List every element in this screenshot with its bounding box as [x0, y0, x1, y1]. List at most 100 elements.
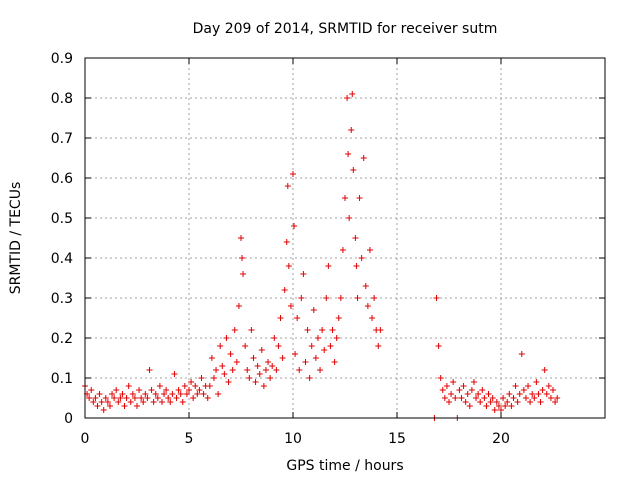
y-tick-label: 0.9: [51, 51, 73, 67]
data-point: [171, 371, 178, 377]
data-point: [92, 395, 99, 401]
data-point: [483, 403, 490, 409]
data-point: [516, 391, 523, 397]
data-point: [495, 403, 502, 409]
data-point: [244, 367, 251, 373]
data-point: [148, 387, 155, 393]
data-point: [102, 395, 109, 401]
data-point: [317, 367, 324, 373]
data-point: [344, 95, 351, 101]
data-point: [533, 379, 540, 385]
data-point: [123, 395, 130, 401]
data-point: [473, 395, 480, 401]
data-point: [221, 371, 228, 377]
data-point: [273, 367, 280, 373]
data-point: [539, 387, 546, 393]
data-point: [204, 395, 211, 401]
data-point: [227, 351, 234, 357]
x-tick-label: 10: [284, 431, 302, 447]
data-point: [477, 399, 484, 405]
data-point: [144, 395, 151, 401]
data-point: [206, 383, 213, 389]
data-point: [294, 315, 301, 321]
y-tick-label: 0.4: [51, 251, 73, 267]
data-point: [98, 399, 105, 405]
data-point: [210, 375, 217, 381]
data-point: [111, 395, 118, 401]
data-point: [88, 387, 95, 393]
data-point: [358, 255, 365, 261]
data-point: [371, 295, 378, 301]
data-point: [491, 407, 498, 413]
y-tick-label: 0.5: [51, 211, 73, 227]
data-point: [522, 395, 529, 401]
data-point: [283, 239, 290, 245]
data-point: [310, 307, 317, 313]
y-tick-label: 0.7: [51, 131, 73, 147]
data-point: [188, 379, 195, 385]
x-tick-label: 20: [492, 431, 510, 447]
data-point: [190, 395, 197, 401]
data-point: [506, 391, 513, 397]
data-point: [161, 391, 168, 397]
data-point: [250, 355, 257, 361]
x-tick-label: 0: [81, 431, 90, 447]
y-axis: 0 0.1 0.2 0.3 0.4 0.5 0.6 0.7 0.8 0.9: [51, 51, 605, 427]
plot-frame: [84, 57, 606, 419]
data-point: [235, 303, 242, 309]
data-point: [156, 383, 163, 389]
data-point: [342, 195, 348, 201]
x-tick-label: 15: [388, 431, 406, 447]
data-point: [489, 395, 496, 401]
data-point: [131, 395, 138, 401]
data-point: [329, 327, 336, 333]
data-point: [350, 167, 357, 173]
data-point: [246, 375, 253, 381]
data-point: [248, 327, 255, 333]
y-axis-label: SRMTID / TECUs: [8, 182, 24, 295]
data-point: [466, 403, 473, 409]
data-point: [231, 327, 238, 333]
y-tick-label: 0.6: [51, 171, 73, 187]
data-point: [518, 351, 525, 357]
data-point: [508, 403, 515, 409]
data-point: [333, 335, 340, 341]
data-point: [314, 335, 321, 341]
data-point: [240, 271, 247, 277]
data-point: [298, 295, 305, 301]
data-point: [275, 343, 282, 349]
data-point: [464, 391, 471, 397]
data-point: [375, 343, 382, 349]
data-point: [304, 327, 311, 333]
data-point: [140, 399, 147, 405]
data-point: [129, 391, 136, 397]
data-point: [260, 383, 267, 389]
data-point: [86, 395, 93, 401]
data-point: [346, 215, 353, 221]
data-point: [252, 379, 259, 385]
data-point: [181, 383, 188, 389]
data-point: [552, 399, 559, 405]
data-point: [213, 367, 220, 373]
data-point: [291, 223, 298, 229]
data-point: [319, 327, 326, 333]
data-point: [512, 383, 519, 389]
data-point: [331, 359, 338, 365]
data-point: [475, 391, 482, 397]
data-point: [269, 363, 276, 369]
data-point: [308, 343, 315, 349]
x-tick-label: 5: [185, 431, 194, 447]
data-point: [550, 387, 556, 393]
data-point: [327, 343, 334, 349]
data-point: [537, 399, 544, 405]
data-point: [487, 399, 494, 405]
data-point: [192, 383, 199, 389]
data-point: [458, 395, 465, 401]
data-point: [223, 335, 230, 341]
data-point: [337, 295, 344, 301]
data-point: [493, 399, 500, 405]
data-point: [362, 283, 369, 289]
data-point: [339, 247, 346, 253]
data-point: [104, 399, 111, 405]
